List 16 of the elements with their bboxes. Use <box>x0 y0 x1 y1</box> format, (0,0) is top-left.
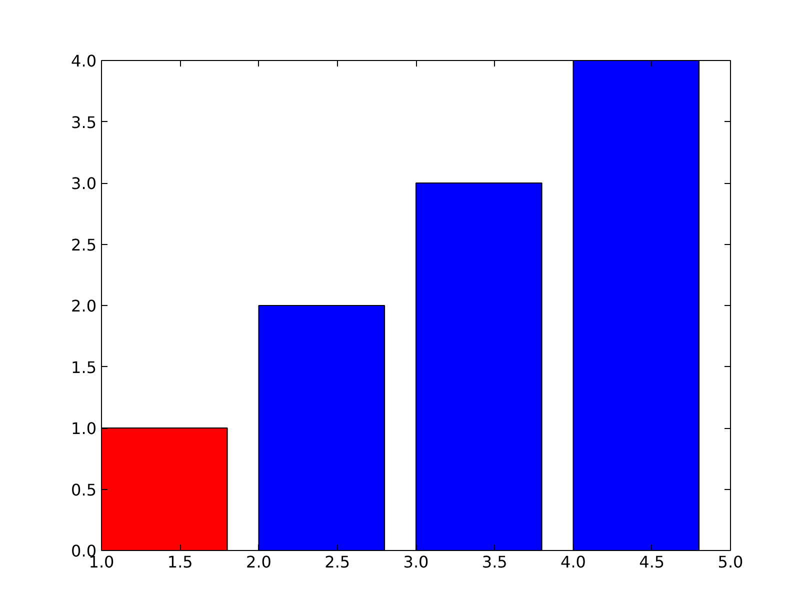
y-tick-label: 2.0 <box>71 296 97 316</box>
x-tick-label: 3.5 <box>482 552 508 572</box>
x-tick-label: 4.5 <box>639 552 665 572</box>
y-tick-label: 4.0 <box>71 52 97 70</box>
x-tick-label: 2.0 <box>246 552 272 572</box>
x-tick-label: 5.0 <box>718 552 744 572</box>
x-tick-label: 4.0 <box>560 552 586 572</box>
y-tick-label: 3.0 <box>71 174 97 193</box>
x-tick-label: 1.5 <box>167 552 193 572</box>
y-tick-label: 1.5 <box>71 358 97 377</box>
x-tick-label: 2.5 <box>324 552 350 572</box>
y-tick-label: 1.0 <box>71 419 97 438</box>
y-tick-label: 3.5 <box>71 112 97 132</box>
y-tick-label: 2.5 <box>71 235 97 254</box>
y-tick-label: 0.5 <box>71 480 97 500</box>
x-tick-label: 3.0 <box>403 552 429 572</box>
